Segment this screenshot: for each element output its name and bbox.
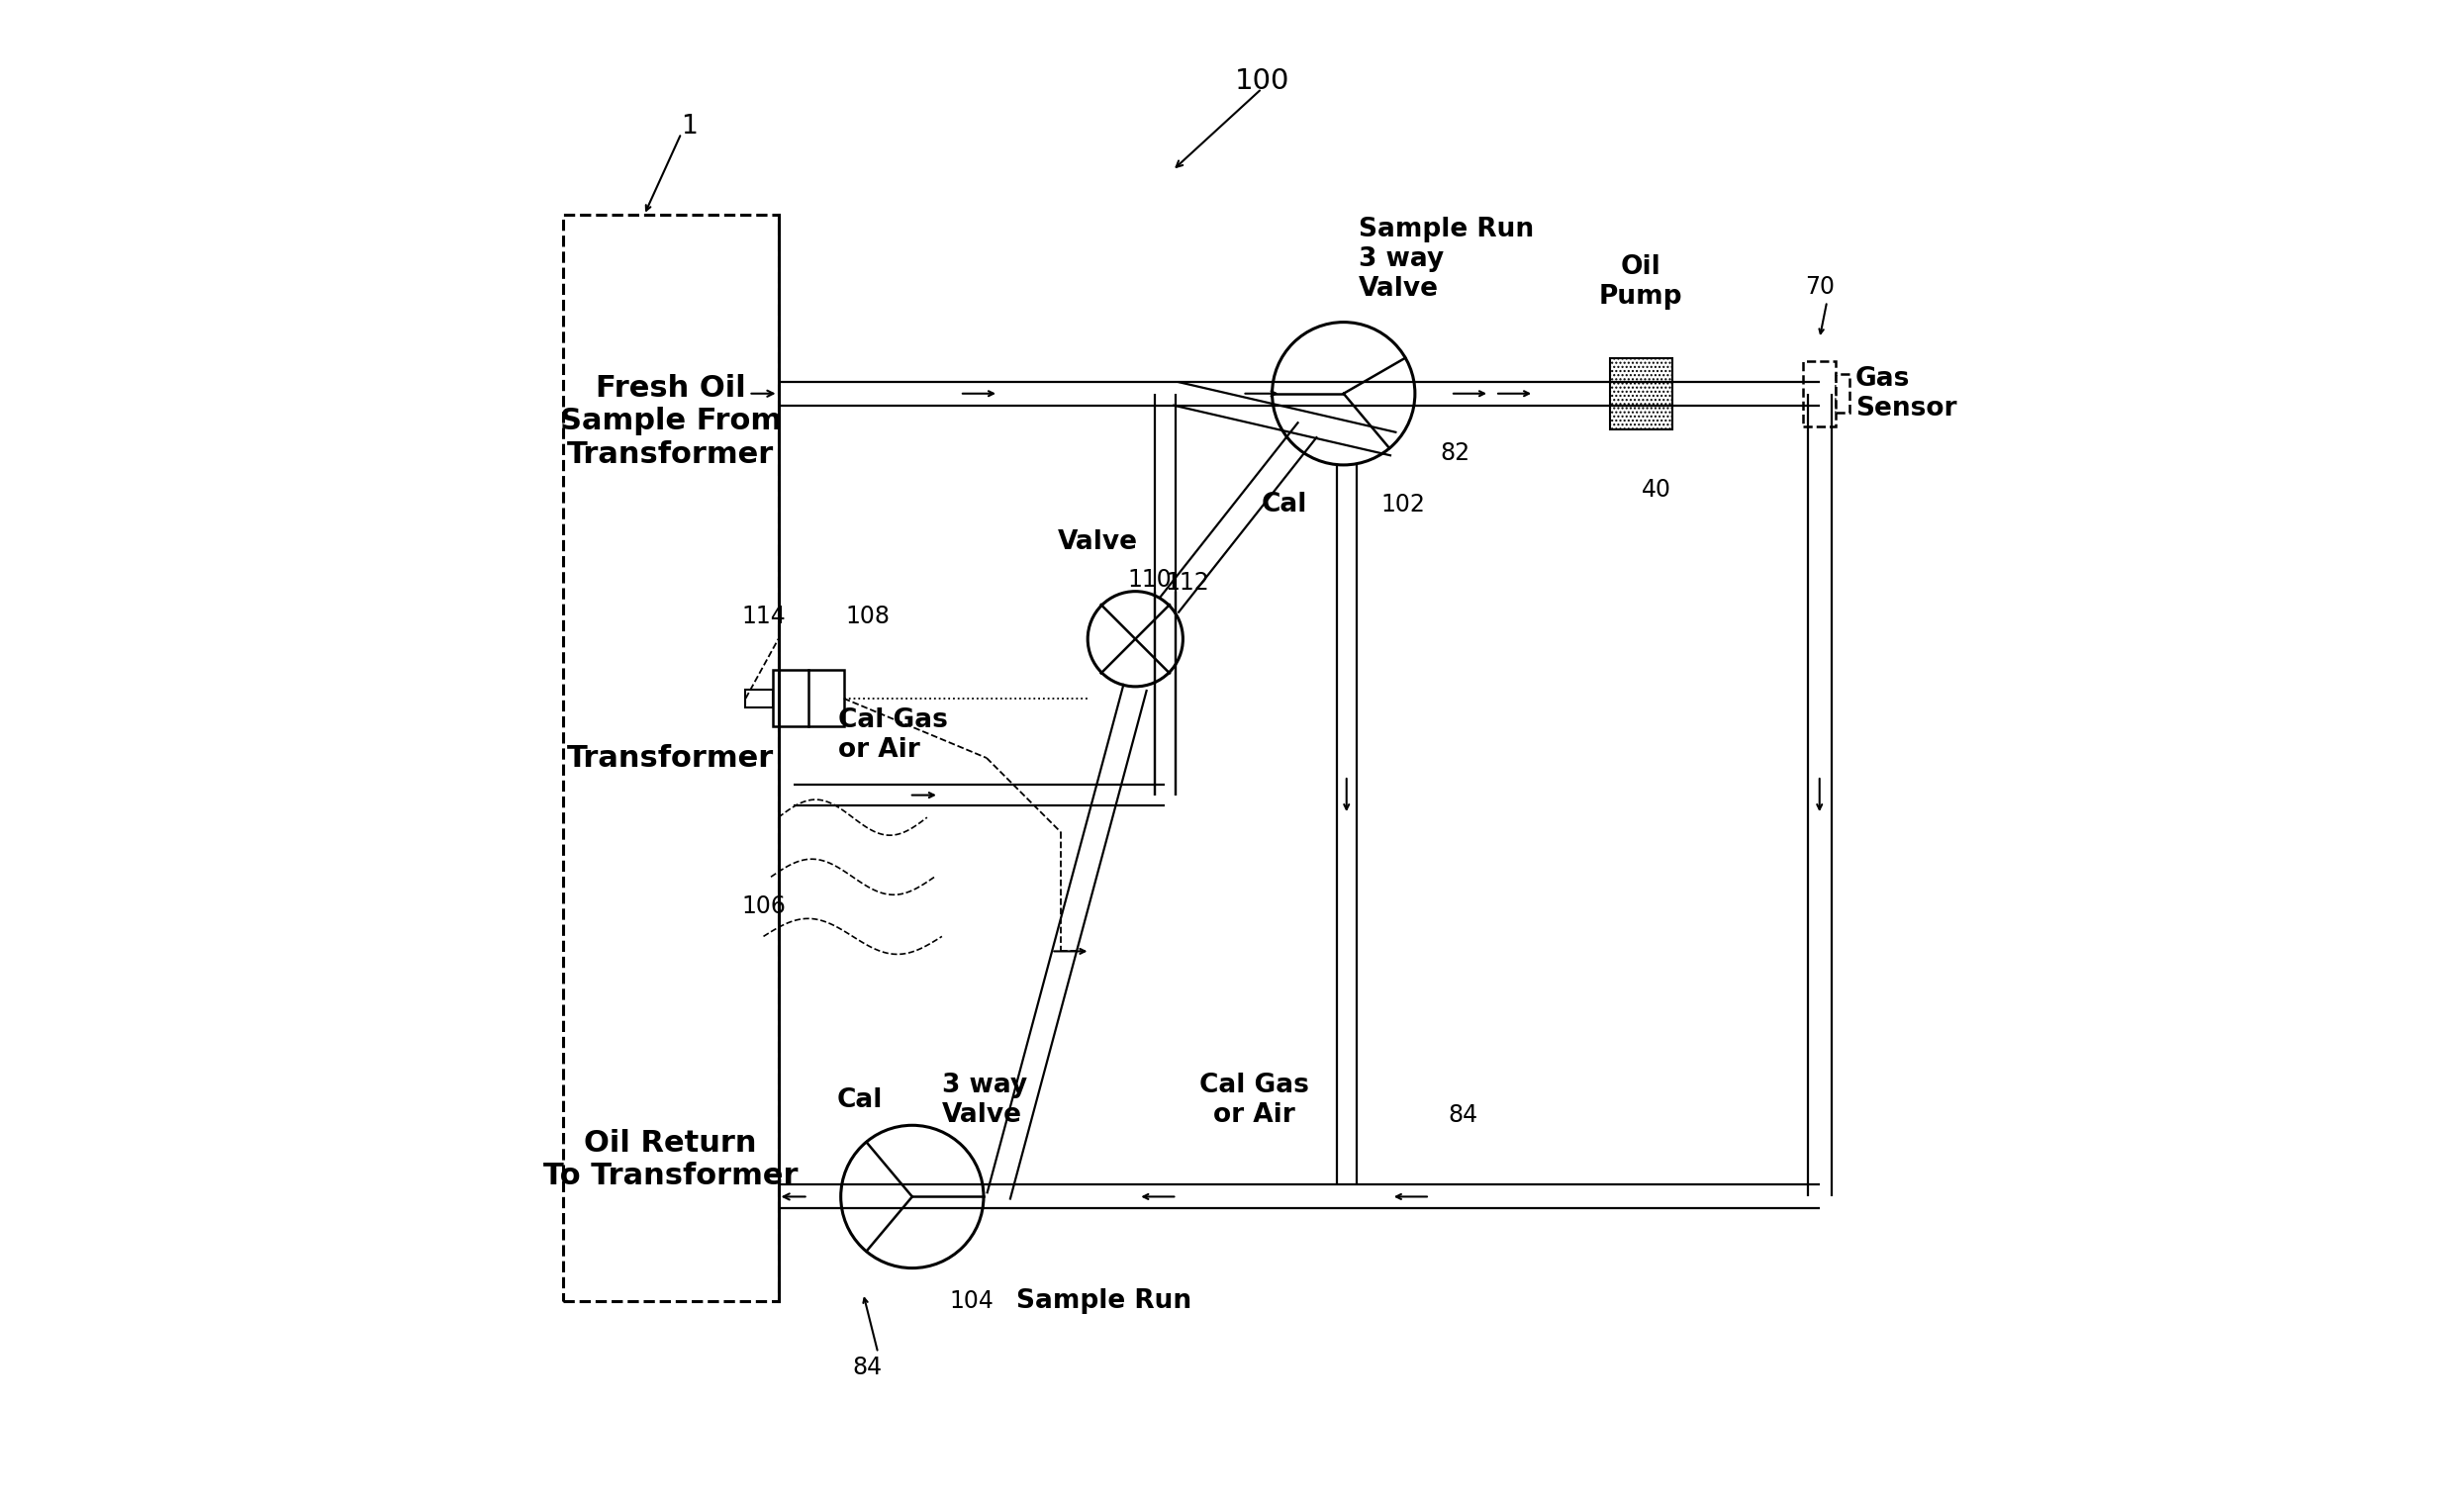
Bar bbox=[771, 669, 843, 726]
Text: Cal: Cal bbox=[838, 1087, 882, 1112]
Text: 3 way
Valve: 3 way Valve bbox=[941, 1072, 1027, 1127]
Text: 40: 40 bbox=[1641, 479, 1671, 503]
Text: Oil
Pump: Oil Pump bbox=[1599, 254, 1683, 309]
Text: 110: 110 bbox=[1129, 567, 1173, 591]
Text: 1: 1 bbox=[680, 114, 697, 140]
Circle shape bbox=[1087, 591, 1183, 686]
Text: 100: 100 bbox=[1234, 68, 1289, 95]
Bar bbox=[1804, 360, 1836, 426]
Bar bbox=[1609, 357, 1673, 429]
Text: 106: 106 bbox=[742, 895, 786, 919]
Text: 114: 114 bbox=[742, 605, 786, 629]
Text: Oil Return
To Transformer: Oil Return To Transformer bbox=[542, 1129, 798, 1190]
Text: Fresh Oil
Sample From
Transformer: Fresh Oil Sample From Transformer bbox=[559, 374, 781, 468]
Text: Cal Gas
or Air: Cal Gas or Air bbox=[1200, 1072, 1308, 1127]
Text: 70: 70 bbox=[1804, 275, 1833, 299]
Text: 102: 102 bbox=[1380, 494, 1424, 516]
Text: Valve: Valve bbox=[1057, 530, 1138, 555]
Text: 84: 84 bbox=[1449, 1103, 1478, 1127]
Bar bbox=[562, 215, 779, 1301]
Text: Cal: Cal bbox=[1262, 492, 1306, 518]
Text: 112: 112 bbox=[1165, 570, 1210, 594]
Circle shape bbox=[840, 1126, 983, 1268]
Text: Sample Run: Sample Run bbox=[1015, 1288, 1193, 1313]
Text: 82: 82 bbox=[1441, 441, 1471, 465]
Text: Cal Gas
or Air: Cal Gas or Air bbox=[838, 708, 949, 764]
Text: 104: 104 bbox=[949, 1289, 993, 1313]
Text: Sample Run
3 way
Valve: Sample Run 3 way Valve bbox=[1358, 218, 1533, 302]
Text: Gas
Sensor: Gas Sensor bbox=[1855, 366, 1956, 422]
Text: 108: 108 bbox=[845, 605, 890, 629]
Text: Transformer: Transformer bbox=[567, 743, 774, 773]
Circle shape bbox=[1271, 323, 1414, 465]
Bar bbox=[747, 689, 771, 707]
Bar bbox=[1836, 374, 1850, 413]
Text: 84: 84 bbox=[853, 1355, 882, 1379]
